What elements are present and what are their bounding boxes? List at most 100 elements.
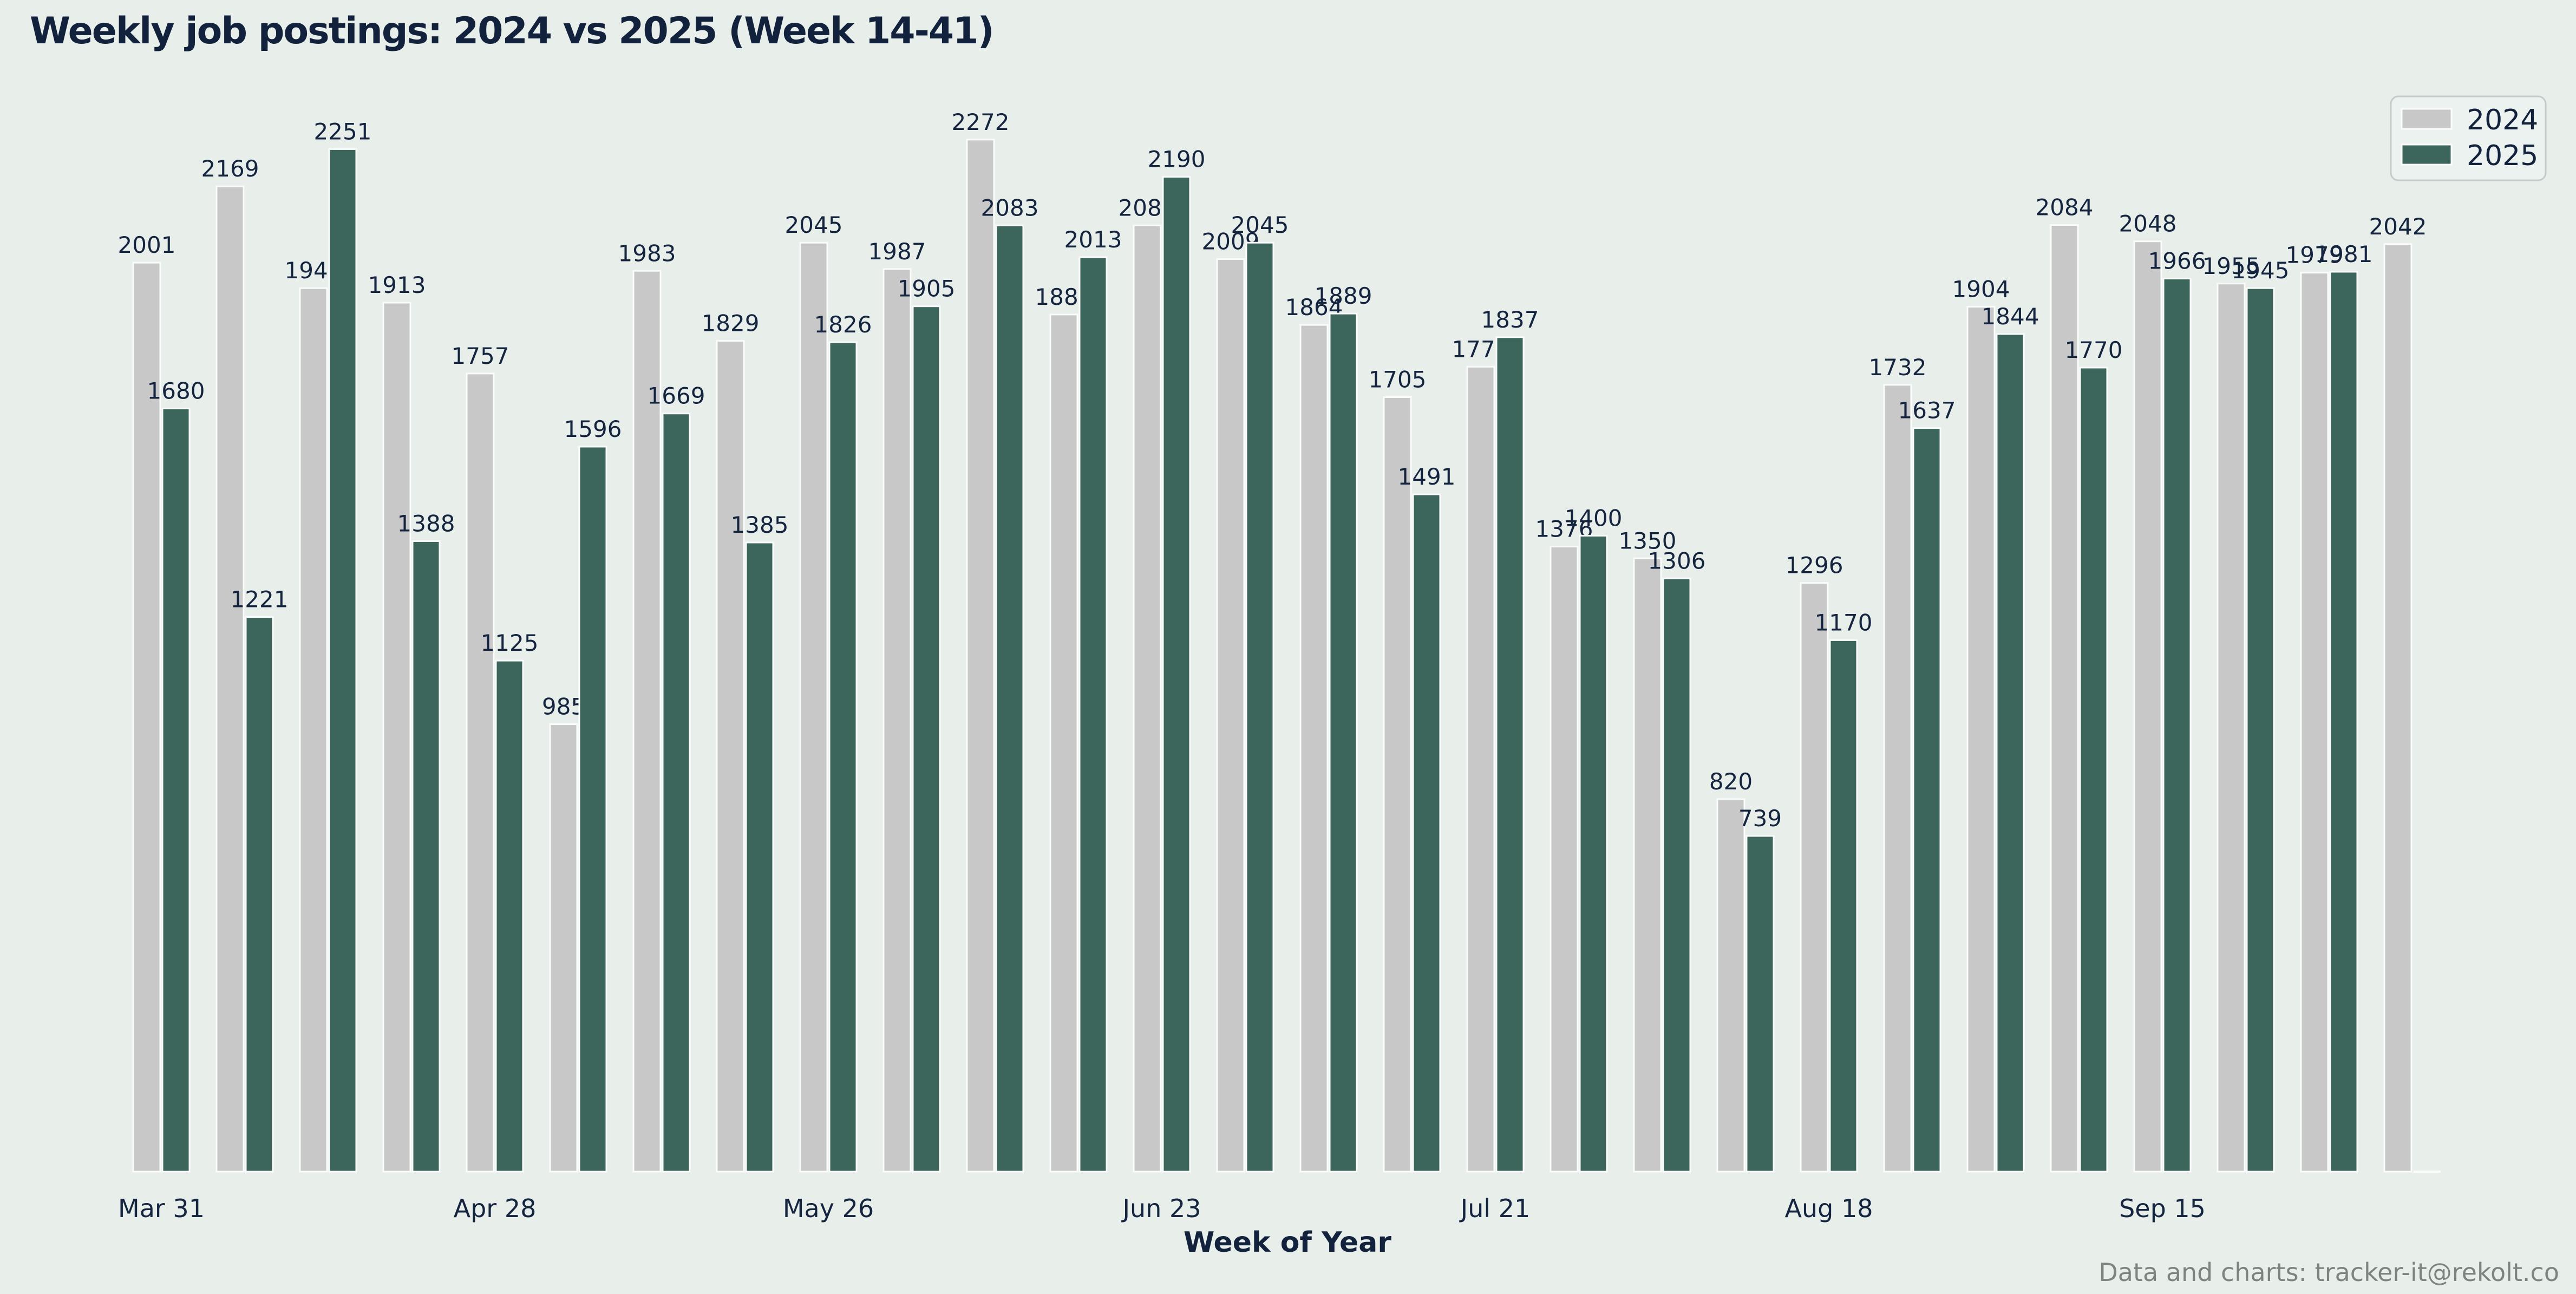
bar-2024-week-33 xyxy=(1716,798,1745,1173)
bar-label-2024-week-19: 985 xyxy=(542,694,585,720)
bar-label-2024-week-35: 1732 xyxy=(1869,354,1927,381)
bar-label-2025-week-31: 1400 xyxy=(1565,505,1623,531)
bar-2024-week-34 xyxy=(1800,582,1829,1173)
bar-2024-week-16 xyxy=(299,287,328,1173)
bar-label-2025-week-37: 1770 xyxy=(2065,337,2123,363)
chart-title: Weekly job postings: 2024 vs 2025 (Week … xyxy=(30,10,993,53)
x-tick-may-26: May 26 xyxy=(783,1194,874,1223)
x-tick-apr-28: Apr 28 xyxy=(454,1194,537,1223)
bar-2024-week-14 xyxy=(132,262,161,1173)
bar-2024-week-39 xyxy=(2217,283,2246,1173)
bar-label-2024-week-14: 2001 xyxy=(118,232,176,258)
bar-label-2025-week-28: 1889 xyxy=(1315,283,1372,309)
bar-2024-week-40 xyxy=(2300,272,2329,1173)
bar-label-2025-week-18: 1125 xyxy=(481,630,539,656)
bar-2025-week-26 xyxy=(1162,176,1191,1173)
bar-2024-week-28 xyxy=(1299,324,1329,1173)
bar-label-2024-week-23: 1987 xyxy=(868,238,926,265)
bar-label-2025-week-25: 2013 xyxy=(1064,226,1122,253)
bar-2024-week-21 xyxy=(716,339,745,1173)
bar-2025-week-19 xyxy=(578,446,607,1173)
bar-2024-week-30 xyxy=(1466,365,1495,1173)
bar-2025-week-38 xyxy=(2162,278,2192,1173)
bar-label-2025-week-24: 2083 xyxy=(981,194,1039,221)
bar-label-2025-week-26: 2190 xyxy=(1148,146,1206,173)
bar-label-2024-week-15: 2169 xyxy=(201,155,259,182)
bar-label-2025-week-16: 2251 xyxy=(314,118,372,145)
bar-2025-week-24 xyxy=(995,224,1024,1173)
bar-2025-week-35 xyxy=(1912,427,1941,1173)
bar-2024-week-18 xyxy=(466,372,495,1173)
bar-2024-week-24 xyxy=(966,139,995,1173)
bar-label-2024-week-34: 1296 xyxy=(1786,552,1843,579)
legend: 2024 2025 xyxy=(2390,95,2547,181)
bar-label-2024-week-32: 1350 xyxy=(1619,527,1677,554)
bar-2025-week-37 xyxy=(2079,367,2108,1173)
bar-2025-week-27 xyxy=(1245,241,1274,1173)
bar-2025-week-20 xyxy=(662,413,691,1173)
bar-2024-week-22 xyxy=(799,241,828,1173)
bar-label-2024-week-17: 1913 xyxy=(368,272,426,298)
bar-2025-week-14 xyxy=(161,407,191,1173)
bar-label-2025-week-39: 1945 xyxy=(2232,257,2290,284)
x-tick-sep-15: Sep 15 xyxy=(2119,1194,2206,1223)
bar-2025-week-25 xyxy=(1078,256,1108,1173)
x-tick-aug-18: Aug 18 xyxy=(1785,1194,1873,1223)
bar-2025-week-17 xyxy=(411,540,441,1173)
bar-label-2025-week-40: 1981 xyxy=(2315,241,2373,267)
bar-label-2025-week-20: 1669 xyxy=(648,383,705,409)
bar-label-2025-week-15: 1221 xyxy=(231,586,289,613)
bar-label-2024-week-24: 2272 xyxy=(952,109,1010,135)
bar-2024-week-20 xyxy=(632,270,662,1173)
x-axis-label: Week of Year xyxy=(1184,1226,1391,1259)
bar-label-2024-week-37: 2084 xyxy=(2036,194,2094,221)
bar-2024-week-23 xyxy=(882,268,912,1173)
bar-label-2024-week-36: 1904 xyxy=(1952,276,2010,303)
bar-2025-week-33 xyxy=(1745,835,1775,1173)
bar-label-2024-week-20: 1983 xyxy=(618,240,676,266)
bar-label-2025-week-30: 1837 xyxy=(1481,306,1539,333)
bar-label-2025-week-23: 1905 xyxy=(898,276,956,302)
bar-2025-week-15 xyxy=(245,616,274,1173)
bar-2025-week-28 xyxy=(1329,312,1358,1173)
bar-2025-week-36 xyxy=(1996,333,2025,1173)
bar-2025-week-34 xyxy=(1829,639,1858,1173)
bar-label-2024-week-22: 2045 xyxy=(785,212,843,238)
bar-2024-week-41 xyxy=(2383,243,2412,1173)
bar-2025-week-22 xyxy=(828,341,858,1173)
bar-2024-week-37 xyxy=(2050,224,2079,1173)
bar-label-2025-week-34: 1170 xyxy=(1815,609,1873,636)
bar-2024-week-17 xyxy=(382,302,411,1173)
bar-2024-week-19 xyxy=(549,723,578,1173)
plot-area: 2001 2169 1945 1913 1757 985 1983 1829 2045 1987 2… xyxy=(118,109,2441,1223)
bar-2025-week-32 xyxy=(1662,577,1691,1173)
bar-2024-week-31 xyxy=(1549,546,1579,1173)
bar-label-2024-week-41: 2042 xyxy=(2369,213,2427,240)
bar-2025-week-23 xyxy=(912,305,941,1173)
bar-label-2024-week-40: 1979 xyxy=(2286,242,2344,269)
bar-2024-week-26 xyxy=(1133,224,1162,1173)
bar-label-2025-week-33: 739 xyxy=(1738,805,1782,832)
bar-label-2025-week-35: 1637 xyxy=(1898,397,1956,424)
bar-label-2024-week-38: 2048 xyxy=(2119,211,2177,237)
x-tick-mar-31: Mar 31 xyxy=(118,1194,205,1223)
bar-label-2024-week-21: 1829 xyxy=(702,310,760,336)
bar-2024-week-15 xyxy=(215,185,245,1173)
x-tick-jul-21: Jul 21 xyxy=(1459,1194,1531,1223)
bar-2025-week-16 xyxy=(328,148,357,1173)
bar-2025-week-18 xyxy=(495,659,524,1173)
bar-2025-week-30 xyxy=(1495,336,1525,1173)
bar-2024-week-36 xyxy=(1966,306,1996,1173)
bar-label-2025-week-22: 1826 xyxy=(814,311,872,338)
legend-swatch-2025 xyxy=(2401,143,2453,166)
bar-2025-week-31 xyxy=(1579,534,1608,1173)
bar-2024-week-27 xyxy=(1216,258,1245,1173)
bar-2024-week-29 xyxy=(1383,396,1412,1173)
footer-attribution: Data and charts: tracker-it@rekolt.co xyxy=(2098,1258,2559,1287)
x-tick-jun-23: Jun 23 xyxy=(1121,1194,1201,1223)
bar-2024-week-32 xyxy=(1633,557,1662,1173)
bar-label-2025-week-32: 1306 xyxy=(1648,547,1706,574)
bar-2025-week-21 xyxy=(745,541,774,1173)
bar-label-2025-week-29: 1491 xyxy=(1398,463,1456,490)
